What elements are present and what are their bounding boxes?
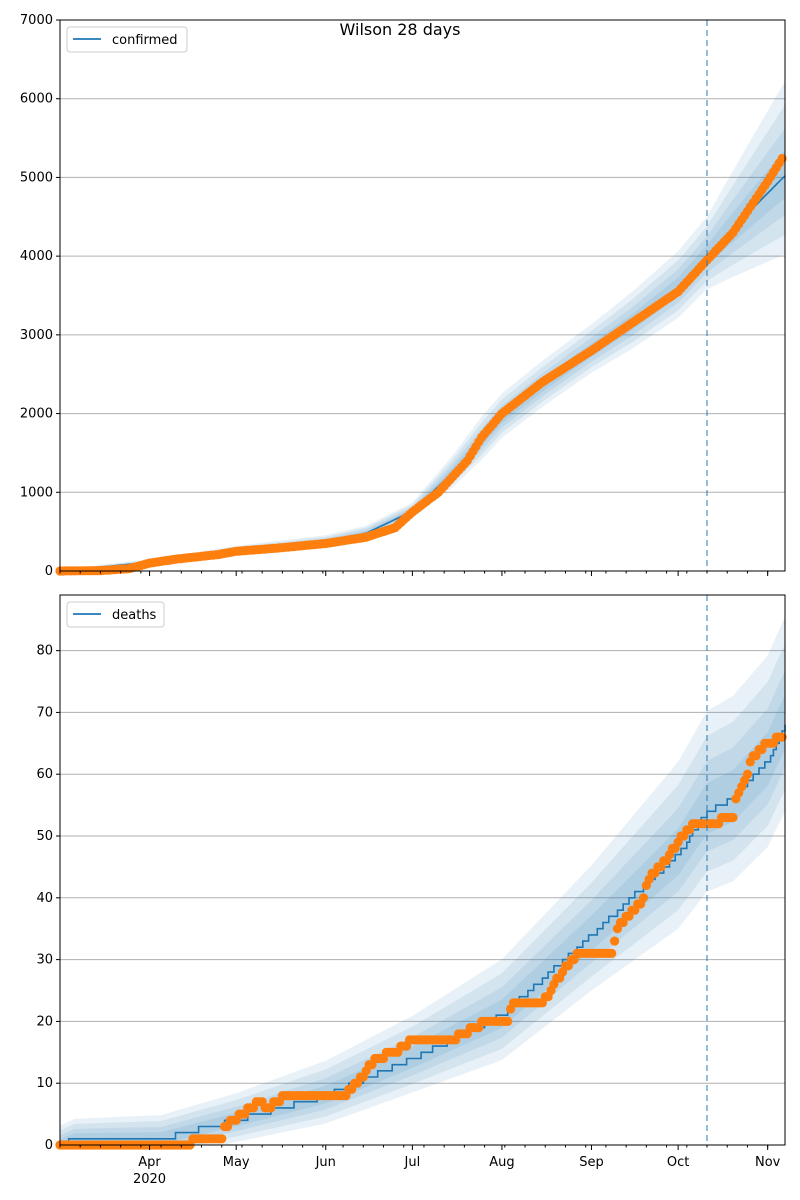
uncertainty-band [60,643,785,1145]
legend-label: confirmed [112,33,178,48]
y-tick-label: 40 [36,891,53,906]
y-tick-label: 10 [36,1076,53,1091]
x-tick-label: Jul [404,1155,421,1170]
y-tick-label: 30 [36,953,53,968]
data-point [638,893,649,903]
y-tick-label: 2000 [20,407,53,422]
data-point [777,153,787,164]
x-tick-label: Jun [315,1155,336,1170]
x-year-label: 2020 [133,1172,166,1187]
y-tick-label: 0 [45,564,53,579]
uncertainty-band [60,694,785,1145]
x-tick-label: Apr [138,1155,161,1170]
shared-x-axis: Apr May Jun Jul Aug Sep Oct Nov 2020 [133,1155,781,1187]
legend-label: deaths [112,608,157,623]
model-line [59,175,786,572]
x-tick-label: Nov [755,1155,781,1170]
y-tick-label: 1000 [20,485,53,500]
legend: deaths [66,601,165,628]
legend: confirmed [66,26,188,53]
y-tick-label: 70 [36,705,53,720]
data-point [728,812,738,823]
data-point [217,1134,227,1144]
legend-box [66,26,188,53]
data-point [503,1016,513,1026]
y-tick-label: 80 [36,644,53,659]
y-tick-label: 20 [36,1014,53,1029]
observed-points [55,153,787,576]
chart-title: Wilson 28 days [339,20,461,39]
data-point [607,948,617,959]
x-tick-label: Oct [667,1155,689,1170]
x-tick-label: May [223,1155,250,1170]
y-tick-label: 7000 [20,13,53,28]
x-tick-label: Sep [579,1155,604,1170]
deaths-panel: 0 10 20 30 40 50 60 70 80 deaths [36,594,787,1153]
confirmed-panel: 0 1000 2000 3000 4000 5000 6000 7000 confirmed [20,13,787,579]
plot-frame [59,594,786,1146]
y-tick-label: 3000 [20,328,53,343]
data-point [777,732,787,742]
y-tick-label: 6000 [20,92,53,107]
plot-frame [59,19,786,572]
data-point [610,936,620,946]
legend-box [66,601,165,628]
y-tick-label: 60 [36,767,53,782]
y-tick-label: 5000 [20,170,53,185]
uncertainty-band [60,81,785,572]
y-tick-label: 0 [45,1138,53,1153]
y-tick-label: 50 [36,829,53,844]
x-tick-label: Aug [489,1155,514,1170]
data-point [742,769,753,779]
y-tick-label: 4000 [20,249,53,264]
